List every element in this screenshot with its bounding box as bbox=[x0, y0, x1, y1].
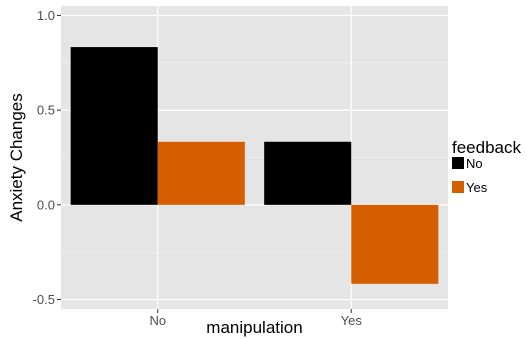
x-axis-title: manipulation bbox=[206, 318, 302, 337]
legend-key-no bbox=[452, 157, 464, 169]
bar-yes-yes bbox=[351, 204, 439, 284]
legend-title: feedback bbox=[452, 138, 521, 157]
legend-key-yes bbox=[452, 181, 464, 193]
legend-label-no: No bbox=[466, 156, 483, 171]
y-tick-label: -0.5 bbox=[33, 292, 55, 307]
legend-label-yes: Yes bbox=[466, 180, 488, 195]
bar-yes-no bbox=[264, 141, 352, 205]
x-tick-label: Yes bbox=[341, 313, 363, 328]
y-axis-ticks: -0.5 0.0 0.5 1.0 bbox=[33, 8, 61, 307]
bars bbox=[70, 47, 439, 284]
x-axis-ticks: No Yes bbox=[149, 309, 362, 328]
y-axis-title: Anxiety Changes bbox=[7, 93, 26, 222]
y-tick-label: 0.0 bbox=[37, 197, 55, 212]
y-tick-label: 1.0 bbox=[37, 8, 55, 23]
legend: feedback No Yes bbox=[452, 138, 521, 195]
bar-no-yes bbox=[157, 141, 245, 205]
y-tick-label: 0.5 bbox=[37, 103, 55, 118]
bar-no-no bbox=[70, 47, 158, 205]
x-tick-label: No bbox=[149, 313, 166, 328]
